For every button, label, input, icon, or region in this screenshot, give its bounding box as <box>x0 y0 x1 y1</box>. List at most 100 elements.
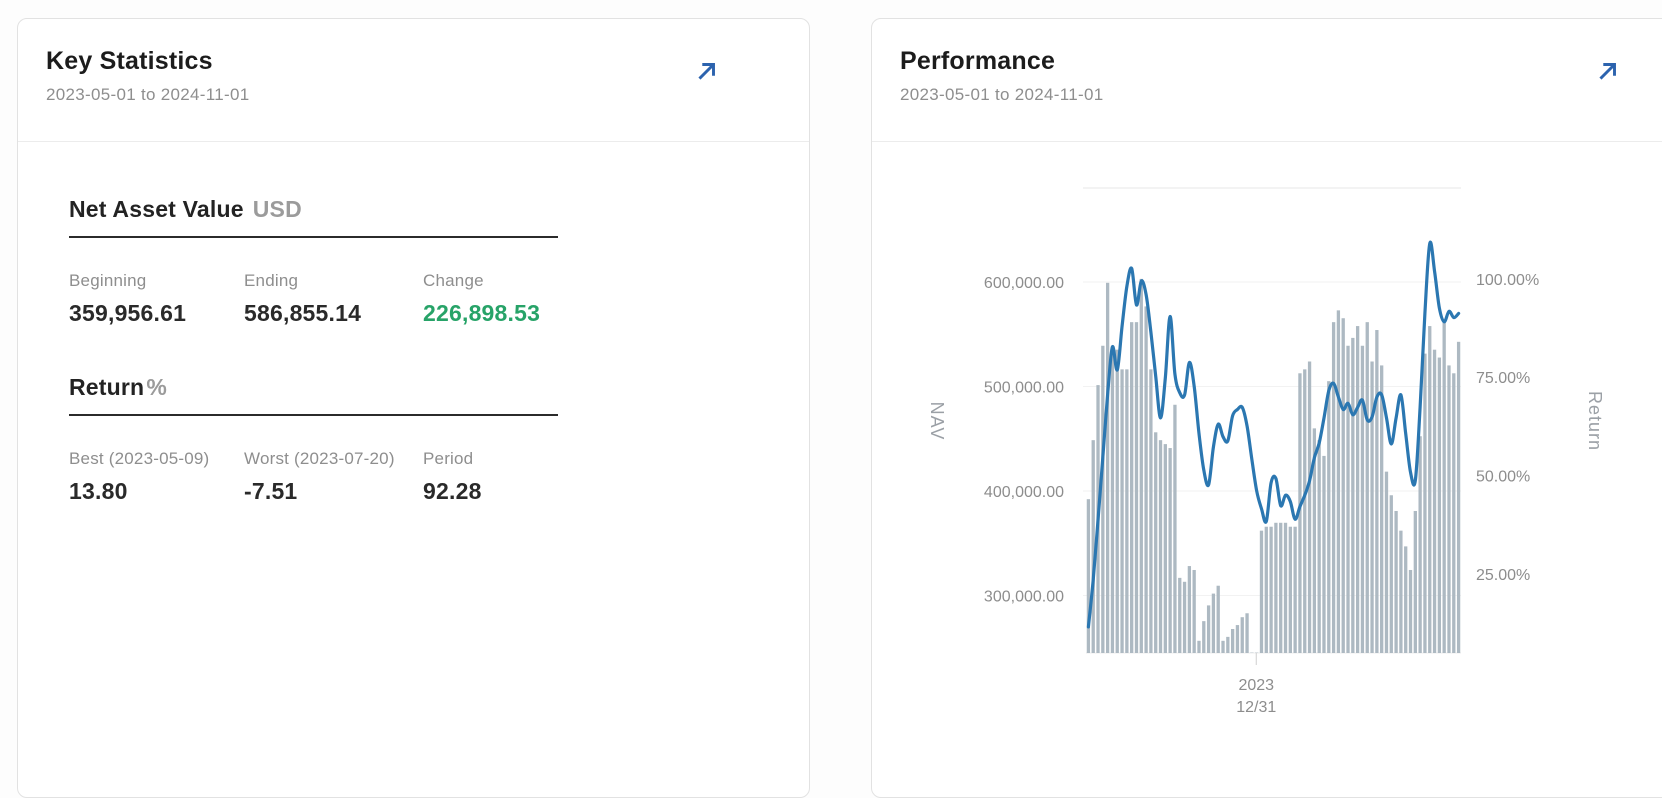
return-bar <box>1399 531 1402 653</box>
date-range: 2023-05-01 to 2024-11-01 <box>46 85 809 105</box>
performance-header: Performance 2023-05-01 to 2024-11-01 <box>872 19 1662 142</box>
return-bar <box>1207 605 1210 653</box>
return-bar <box>1356 326 1359 653</box>
nav-axis-label: NAV <box>927 402 947 441</box>
return-bar <box>1303 369 1306 653</box>
return-bar <box>1164 444 1167 653</box>
return-bar <box>1433 350 1436 653</box>
return-bar <box>1346 346 1349 653</box>
return-bar <box>1342 318 1345 653</box>
return-bar <box>1260 531 1263 653</box>
return-bar <box>1178 578 1181 653</box>
return-bar <box>1236 625 1239 653</box>
return-bar <box>1293 527 1296 653</box>
return-bar <box>1457 342 1460 653</box>
return-bar <box>1380 365 1383 653</box>
stat-label: Best (2023-05-09) <box>69 449 244 469</box>
return-bar <box>1193 570 1196 653</box>
stat-period: Period 92.28 <box>423 449 609 505</box>
return-bar <box>1308 361 1311 653</box>
section-divider <box>69 414 558 416</box>
return-bar <box>1202 621 1205 653</box>
return-bar <box>1404 546 1407 653</box>
return-bar <box>1111 350 1114 653</box>
return-bar <box>1140 279 1143 653</box>
return-bar <box>1337 310 1340 653</box>
stat-value: 586,855.14 <box>244 300 423 327</box>
stat-change: Change 226,898.53 <box>423 271 609 327</box>
stat-value: 359,956.61 <box>69 300 244 327</box>
return-axis-tick: 100.00% <box>1476 272 1539 289</box>
return-bar <box>1130 322 1133 653</box>
return-bar <box>1245 613 1248 653</box>
return-bar <box>1366 322 1369 653</box>
return-bar <box>1231 629 1234 653</box>
return-bar <box>1428 326 1431 653</box>
return-bar <box>1101 346 1104 653</box>
return-section-heading: Return% <box>69 374 809 401</box>
return-axis-label: Return <box>1585 391 1605 451</box>
return-bar <box>1226 637 1229 653</box>
return-bar <box>1279 523 1282 653</box>
return-bar <box>1241 617 1244 653</box>
stat-label: Period <box>423 449 609 469</box>
return-bar <box>1409 570 1412 653</box>
stat-label: Worst (2023-07-20) <box>244 449 423 469</box>
return-bar <box>1144 306 1147 653</box>
nav-heading-text: Net Asset Value <box>69 196 244 222</box>
return-bar <box>1447 365 1450 653</box>
expand-button[interactable] <box>693 57 721 85</box>
return-bar <box>1385 472 1388 653</box>
return-bar <box>1221 641 1224 653</box>
return-bar <box>1168 448 1171 653</box>
return-bar <box>1322 456 1325 653</box>
expand-button[interactable] <box>1594 57 1622 85</box>
return-bar <box>1159 440 1162 653</box>
return-bar <box>1289 527 1292 653</box>
return-bar <box>1361 346 1364 653</box>
arrow-up-right-icon <box>1595 58 1621 84</box>
return-bar <box>1443 322 1446 653</box>
x-axis-tick-label: 12/31 <box>1236 699 1276 716</box>
return-bar <box>1135 322 1138 653</box>
return-bar <box>1188 566 1191 653</box>
stat-label: Change <box>423 271 609 291</box>
return-bar <box>1183 582 1186 653</box>
return-bar <box>1438 358 1441 653</box>
return-bar <box>1351 338 1354 653</box>
return-bar <box>1327 381 1330 653</box>
return-bar <box>1375 330 1378 653</box>
date-range: 2023-05-01 to 2024-11-01 <box>900 85 1662 105</box>
stat-value: -7.51 <box>244 478 423 505</box>
return-stat-row: Best (2023-05-09) 13.80 Worst (2023-07-2… <box>69 449 609 505</box>
nav-axis-tick: 400,000.00 <box>984 484 1064 501</box>
return-bar <box>1116 350 1119 653</box>
return-bar <box>1452 373 1455 653</box>
return-section: Return% Best (2023-05-09) 13.80 Worst (2… <box>69 374 809 505</box>
key-statistics-header: Key Statistics 2023-05-01 to 2024-11-01 <box>18 19 809 142</box>
return-heading-text: Return <box>69 374 144 400</box>
performance-card: Performance 2023-05-01 to 2024-11-01 600… <box>871 18 1662 798</box>
return-axis-tick: 25.00% <box>1476 567 1530 584</box>
stat-value-positive: 226,898.53 <box>423 300 609 327</box>
nav-line <box>1088 242 1458 627</box>
return-bar <box>1269 527 1272 653</box>
return-bar <box>1394 511 1397 653</box>
return-bar <box>1106 283 1109 653</box>
page-title: Performance <box>900 47 1662 76</box>
stat-worst: Worst (2023-07-20) -7.51 <box>244 449 423 505</box>
arrow-up-right-icon <box>694 58 720 84</box>
stat-label: Ending <box>244 271 423 291</box>
return-bar <box>1265 527 1268 653</box>
return-axis-tick: 50.00% <box>1476 469 1530 486</box>
nav-axis-tick: 300,000.00 <box>984 589 1064 606</box>
return-bar <box>1212 594 1215 653</box>
x-axis-tick-label: 2023 <box>1238 677 1274 694</box>
return-bar <box>1087 499 1090 653</box>
return-bar <box>1284 523 1287 653</box>
return-bar <box>1120 369 1123 653</box>
nav-return-chart: 600,000.00500,000.00400,000.00300,000.00… <box>872 149 1662 789</box>
